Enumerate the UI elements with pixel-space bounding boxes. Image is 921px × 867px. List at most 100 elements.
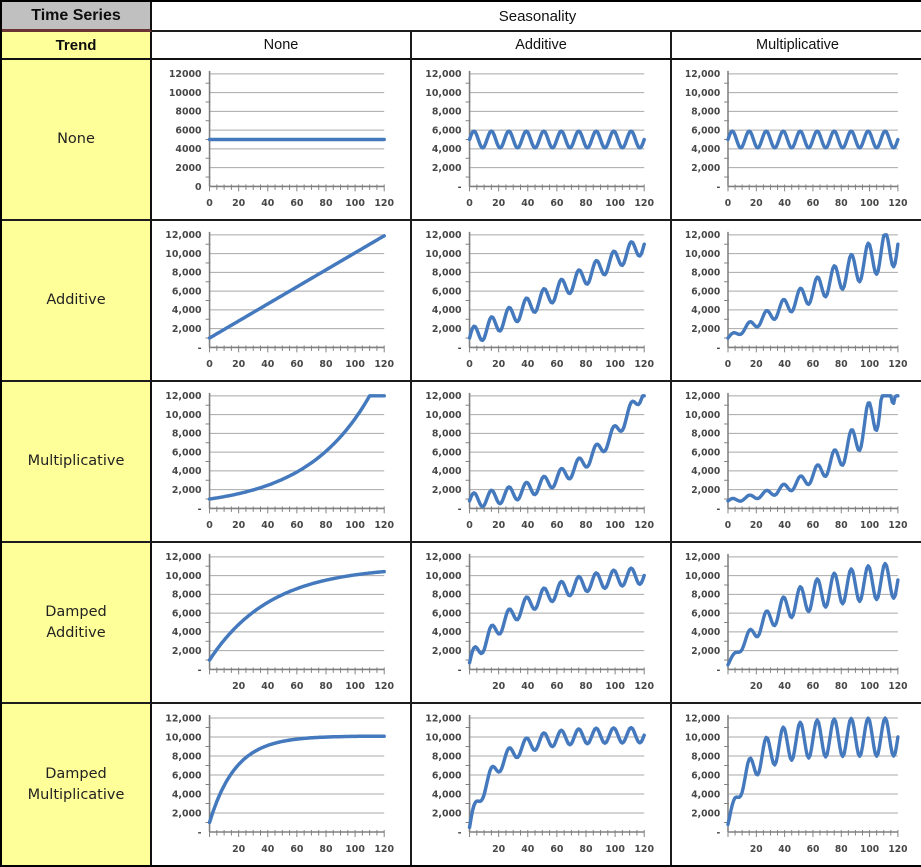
svg-text:4,000: 4,000 — [691, 466, 720, 477]
svg-text:40: 40 — [261, 681, 275, 692]
col-header-additive-label: Additive — [515, 37, 567, 53]
col-header-multiplicative: Multiplicative — [672, 32, 921, 60]
svg-text:6,000: 6,000 — [691, 286, 720, 297]
svg-text:10,000: 10,000 — [685, 88, 720, 99]
svg-text:-: - — [198, 827, 202, 838]
svg-text:-: - — [458, 343, 462, 354]
chart-cell-multiplicative-additive: 12,000 10,000 8,000 6,000 4,000 2,000 -0 20 40 60… — [412, 382, 672, 543]
svg-text:40: 40 — [261, 198, 275, 209]
svg-text:2,000: 2,000 — [432, 646, 462, 657]
svg-text:60: 60 — [550, 359, 564, 370]
svg-text:120: 120 — [634, 844, 654, 855]
svg-text:40: 40 — [521, 520, 535, 531]
svg-text:20: 20 — [232, 844, 246, 855]
svg-text:20: 20 — [492, 198, 506, 209]
series-line — [726, 129, 900, 150]
chart-additive-additive: 12,000 10,000 8,000 6,000 4,000 2,000 -0 20 40 60… — [425, 230, 654, 370]
svg-text:10,000: 10,000 — [425, 249, 462, 260]
chart-multiplicative-none: 12,000 10,000 8,000 6,000 4,000 2,000 -0 20 40 60… — [165, 391, 394, 531]
svg-text:60: 60 — [290, 359, 304, 370]
corner-time-series-header: Time Series — [2, 2, 152, 32]
svg-text:0: 0 — [206, 359, 213, 370]
svg-text:20: 20 — [750, 359, 763, 370]
svg-text:20: 20 — [492, 520, 506, 531]
svg-text:-: - — [198, 343, 202, 354]
svg-text:100: 100 — [345, 359, 365, 370]
series-line — [207, 394, 386, 501]
series-line — [726, 394, 900, 503]
svg-text:40: 40 — [778, 681, 791, 692]
svg-text:6,000: 6,000 — [172, 286, 202, 297]
svg-text:4,000: 4,000 — [432, 627, 462, 638]
gridlines — [209, 234, 385, 330]
svg-text:12,000: 12,000 — [685, 391, 720, 402]
svg-text:10,000: 10,000 — [425, 88, 462, 99]
tick-labels: 12,000 10,000 8,000 6,000 4,000 2,000 -0 20 40 60… — [685, 230, 908, 370]
chart-cell-multiplicative-none: 12,000 10,000 8,000 6,000 4,000 2,000 -0 20 40 60… — [152, 382, 412, 543]
svg-text:120: 120 — [374, 198, 394, 209]
gridlines — [469, 395, 645, 491]
chart-cell-damped-multiplicative-none: 12,000 10,000 8,000 6,000 4,000 2,000 - 20 40 60 8… — [152, 704, 412, 865]
series-line — [726, 561, 900, 667]
axes — [465, 392, 645, 514]
svg-text:2,000: 2,000 — [172, 485, 202, 496]
chart-cell-none-none: 12000 10000 8000 6000 4000 2000 0 0 20 40 60 80 100 1… — [152, 60, 412, 221]
svg-text:6,000: 6,000 — [432, 125, 462, 136]
chart-cell-none-additive: 12,000 10,000 8,000 6,000 4,000 2,000 -0 20 40 60… — [412, 60, 672, 221]
axes — [205, 715, 385, 837]
seasonality-label: Seasonality — [498, 7, 577, 25]
svg-text:2,000: 2,000 — [691, 163, 720, 174]
svg-text:10,000: 10,000 — [165, 732, 202, 743]
svg-text:40: 40 — [521, 844, 535, 855]
chart-cell-damped-multiplicative-multiplicative: 12,000 10,000 8,000 6,000 4,000 2,000 - 20 40 60 8… — [672, 704, 921, 865]
svg-text:0: 0 — [466, 520, 473, 531]
svg-text:80: 80 — [579, 681, 593, 692]
svg-text:2,000: 2,000 — [172, 808, 202, 819]
svg-text:4,000: 4,000 — [172, 789, 202, 800]
chart-additive-none: 12,000 10,000 8,000 6,000 4,000 2,000 -0 20 40 60… — [165, 230, 394, 370]
svg-text:-: - — [198, 504, 202, 515]
gridlines — [469, 234, 645, 330]
svg-text:6000: 6000 — [175, 125, 202, 136]
series-line — [726, 233, 900, 340]
chart-damped-multiplicative-none: 12,000 10,000 8,000 6,000 4,000 2,000 - 20 40 60 8… — [165, 713, 394, 855]
svg-text:20: 20 — [232, 681, 246, 692]
svg-text:60: 60 — [807, 198, 820, 209]
chart-none-additive: 12,000 10,000 8,000 6,000 4,000 2,000 -0 20 40 60… — [425, 69, 654, 209]
tick-labels: 12000 10000 8000 6000 4000 2000 00 20 40 60 80 100 1… — [169, 69, 395, 209]
tick-labels: 12,000 10,000 8,000 6,000 4,000 2,000 -0 20 40 60… — [165, 391, 394, 531]
svg-text:20: 20 — [492, 681, 506, 692]
svg-text:-: - — [716, 827, 720, 838]
series-line — [467, 129, 646, 150]
tick-labels: 12,000 10,000 8,000 6,000 4,000 2,000 -0 20 40 60… — [425, 391, 654, 531]
svg-text:100: 100 — [345, 198, 365, 209]
row-header-additive: Additive — [2, 221, 152, 382]
axes — [724, 392, 899, 514]
svg-text:80: 80 — [319, 359, 333, 370]
gridlines — [727, 73, 898, 169]
svg-text:100: 100 — [605, 844, 625, 855]
svg-text:120: 120 — [634, 681, 654, 692]
tick-labels: 12,000 10,000 8,000 6,000 4,000 2,000 - 20 40 60 8… — [425, 552, 654, 692]
svg-text:2000: 2000 — [175, 163, 202, 174]
gridlines — [209, 556, 385, 652]
gridlines — [727, 234, 898, 330]
svg-text:100: 100 — [860, 681, 879, 692]
svg-text:8,000: 8,000 — [432, 751, 462, 762]
svg-text:12,000: 12,000 — [165, 391, 202, 402]
svg-text:80: 80 — [319, 681, 333, 692]
tick-labels: 12,000 10,000 8,000 6,000 4,000 2,000 - 20 40 60 8… — [685, 713, 908, 855]
svg-text:-: - — [716, 343, 720, 354]
col-header-multiplicative-label: Multiplicative — [756, 37, 839, 53]
gridlines — [469, 73, 645, 169]
svg-text:20: 20 — [750, 520, 763, 531]
svg-text:20: 20 — [232, 520, 246, 531]
tick-labels: 12,000 10,000 8,000 6,000 4,000 2,000 - 20 40 60 8… — [165, 713, 394, 855]
svg-text:12,000: 12,000 — [685, 230, 720, 241]
row-header-multiplicative: Multiplicative — [2, 382, 152, 543]
svg-text:-: - — [716, 665, 720, 676]
svg-text:60: 60 — [290, 198, 304, 209]
svg-text:2,000: 2,000 — [691, 808, 720, 819]
chart-additive-multiplicative: 12,000 10,000 8,000 6,000 4,000 2,000 -0 20 40 60… — [685, 230, 908, 370]
svg-text:10,000: 10,000 — [425, 571, 462, 582]
